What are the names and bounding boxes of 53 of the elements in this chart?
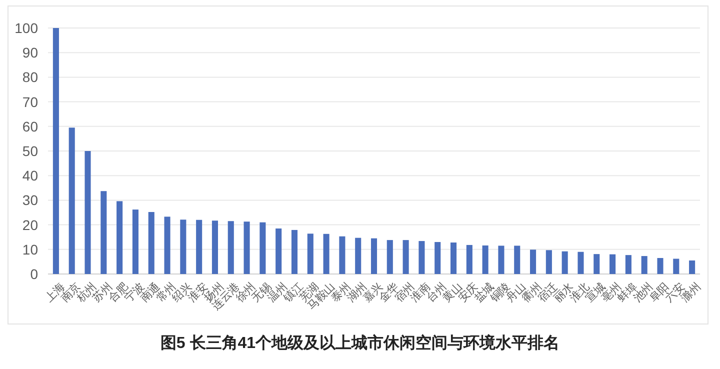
bar [466,244,472,274]
y-tick-label: 70 [22,94,38,110]
bar [196,220,202,274]
bar [514,246,520,274]
bar [164,216,170,274]
bar [228,221,234,274]
bar [68,128,75,274]
y-tick-label: 100 [14,20,38,36]
bar [116,201,123,274]
bar [370,238,378,274]
y-tick-label: 30 [22,192,38,208]
y-tick-label: 50 [22,143,38,159]
bar [625,255,632,274]
y-tick-label: 80 [22,69,38,86]
bar [100,191,107,274]
y-tick-label: 40 [22,168,38,184]
bar [212,220,218,274]
y-tick-label: 10 [22,241,38,258]
bar [641,256,648,274]
bar [386,240,393,274]
bar [482,245,488,274]
bar [402,240,409,274]
bar [610,254,616,274]
bar [673,258,680,274]
bar [594,254,600,274]
bar [657,258,664,274]
bar [434,242,441,274]
bar [450,242,457,274]
bar [291,230,298,274]
bar [307,234,314,274]
bar [339,236,346,274]
bar [260,222,266,274]
y-tick-label: 0 [30,266,38,282]
text: 图5 长三角41个地级及以上城市休闲空间与环境水平排名 [160,333,560,352]
bar [546,250,552,274]
y-tick-label: 20 [22,216,38,233]
bar [562,251,568,274]
bar [52,28,59,274]
bar [323,234,330,274]
bar [180,220,186,274]
y-tick-label: 60 [22,118,38,134]
bar [498,246,504,274]
bar [418,241,425,274]
bar [244,222,250,274]
bar [132,210,138,274]
y-tick-label: 90 [22,44,38,61]
bar [530,250,536,274]
bar [578,252,584,274]
bar [276,228,282,274]
bar [84,151,91,274]
bar [355,238,362,274]
bar [148,212,154,274]
bar [689,260,696,274]
